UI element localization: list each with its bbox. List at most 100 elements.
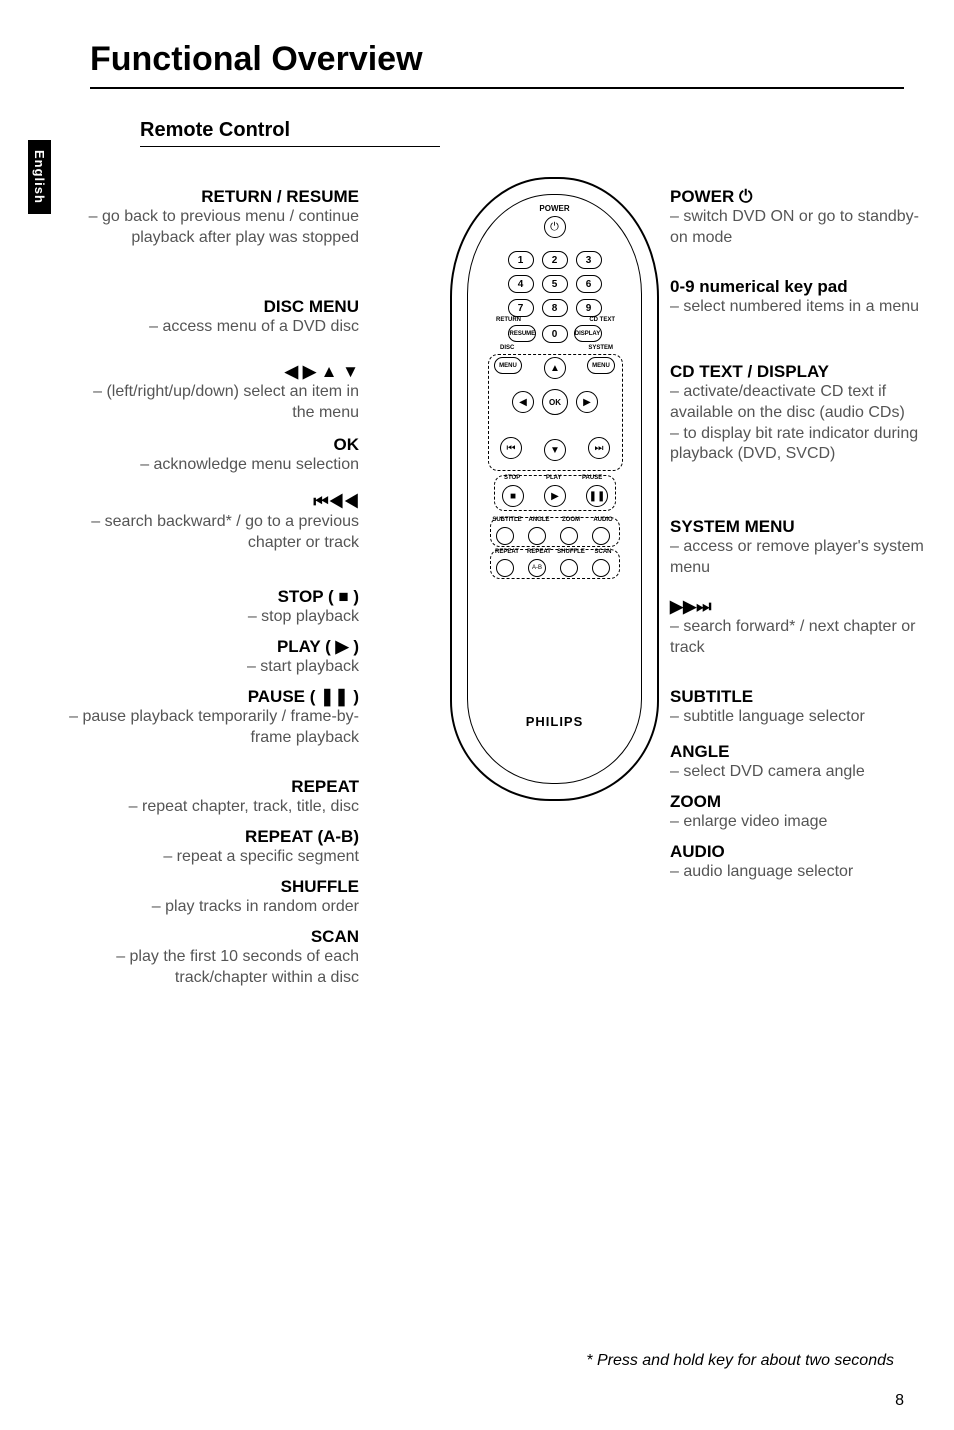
power-desc: – switch DVD ON or go to standby-on mode (670, 207, 930, 249)
num-1: 1 (508, 251, 534, 269)
rowb-labels: REPEAT REPEAT SHUFFLE SCAN (492, 549, 618, 555)
angle-desc: – select DVD camera angle (670, 762, 930, 783)
rowb-btns: A-B (496, 559, 610, 577)
disc-label: DISC (500, 345, 514, 351)
play-head: PLAY ( ▶ ) (69, 637, 359, 657)
shuffle-lbl: SHUFFLE (556, 549, 586, 555)
menu-left-btn: MENU (494, 357, 522, 374)
num-2: 2 (542, 251, 568, 269)
sysmenu-desc: – access or remove player's system menu (670, 537, 930, 579)
prev-desc: – search backward* / go to a previous ch… (69, 512, 359, 554)
return-head: RETURN / RESUME (69, 187, 359, 207)
subtitle-lbl: SUBTITLE (492, 517, 522, 523)
return-label: RETURN (496, 317, 521, 323)
display-button: DISPLAY (574, 325, 602, 342)
ok-head: OK (69, 435, 359, 455)
down-arrow: ▼ (544, 439, 566, 461)
power-button: ⏻ (544, 216, 566, 238)
callout-subtitle: SUBTITLE – subtitle language selector (670, 687, 930, 728)
shuffle-head: SHUFFLE (69, 877, 359, 897)
zoom-lbl: ZOOM (556, 517, 586, 523)
callout-zoom: ZOOM – enlarge video image (670, 792, 930, 833)
angle-head: ANGLE (670, 742, 930, 762)
title-rule (90, 87, 904, 89)
cdtext-label: CD TEXT (589, 317, 615, 323)
scan-desc: – play the first 10 seconds of each trac… (29, 947, 359, 989)
zoom-desc: – enlarge video image (670, 812, 930, 833)
callout-cdtext: CD TEXT / DISPLAY – activate/deactivate … (670, 362, 940, 465)
callout-audio: AUDIO – audio language selector (670, 842, 930, 883)
callout-prev: ⏮◀◀ – search backward* / go to a previou… (69, 492, 359, 554)
callout-numpad: 0-9 numerical key pad – select numbered … (670, 277, 930, 318)
ab-btn: A-B (528, 559, 546, 577)
menu-right-btn: MENU (587, 357, 615, 374)
num-3: 3 (576, 251, 602, 269)
prev-head: ⏮◀◀ (69, 492, 359, 512)
remote-outline: POWER ⏻ 1 2 3 4 5 6 7 8 9 RETURN CD TEXT… (450, 177, 659, 801)
callout-repeat: REPEAT – repeat chapter, track, title, d… (69, 777, 359, 818)
num-4: 4 (508, 275, 534, 293)
callout-next: ▶▶⏭ – search forward* / next chapter or … (670, 597, 940, 659)
num-8: 8 (542, 299, 568, 317)
ok-desc: – acknowledge menu selection (69, 455, 359, 476)
arrows-head: ◀ ▶ ▲ ▼ (69, 362, 359, 382)
repeat-desc: – repeat chapter, track, title, disc (69, 797, 359, 818)
callout-angle: ANGLE – select DVD camera angle (670, 742, 930, 783)
repeat-btn (496, 559, 514, 577)
power-label: POWER (539, 204, 569, 213)
scan-lbl: SCAN (588, 549, 618, 555)
audio-btn (592, 527, 610, 545)
num-0: 0 (542, 325, 568, 343)
play-desc: – start playback (69, 657, 359, 678)
play-button: ▶ (544, 485, 566, 507)
stop-head: STOP ( ■ ) (69, 587, 359, 607)
left-arrow: ◀ (512, 391, 534, 413)
zoom-btn (560, 527, 578, 545)
discmenu-head: DISC MENU (69, 297, 359, 317)
callout-shuffle: SHUFFLE – play tracks in random order (69, 877, 359, 918)
callout-pause: PAUSE ( ❚❚ ) – pause playback temporaril… (69, 687, 359, 749)
rowa-btns (496, 527, 610, 545)
subtitle-desc: – subtitle language selector (670, 707, 930, 728)
numpad-desc: – select numbered items in a menu (670, 297, 930, 318)
footnote: * Press and hold key for about two secon… (586, 1352, 894, 1370)
stop-lbl: STOP (504, 475, 520, 481)
angle-btn (528, 527, 546, 545)
power-head: POWER ⏻ (670, 187, 930, 207)
subtitle-head: SUBTITLE (670, 687, 930, 707)
up-arrow: ▲ (544, 357, 566, 379)
num-row-2: 4 5 6 (508, 275, 602, 293)
scan-head: SCAN (29, 927, 359, 947)
callout-repeatab: REPEAT (A-B) – repeat a specific segment (69, 827, 359, 868)
repeatab-head: REPEAT (A-B) (69, 827, 359, 847)
callout-play: PLAY ( ▶ ) – start playback (69, 637, 359, 678)
callout-arrows: ◀ ▶ ▲ ▼ – (left/right/up/down) select an… (69, 362, 359, 424)
num-7: 7 (508, 299, 534, 317)
row-0: /RESUME 0 DISPLAY (508, 325, 602, 343)
cdtext-desc2: – to display bit rate indicator during p… (670, 424, 940, 466)
arrows-desc: – (left/right/up/down) select an item in… (69, 382, 359, 424)
num-9: 9 (576, 299, 602, 317)
repeatab-desc: – repeat a specific segment (69, 847, 359, 868)
system-label: SYSTEM (588, 345, 613, 351)
repeatab-lbl: REPEAT (524, 549, 554, 555)
repeat-head: REPEAT (69, 777, 359, 797)
angle-lbl: ANGLE (524, 517, 554, 523)
num-row-1: 1 2 3 (508, 251, 602, 269)
num-6: 6 (576, 275, 602, 293)
brand-label: PHILIPS (526, 714, 584, 729)
callout-sysmenu: SYSTEM MENU – access or remove player's … (670, 517, 930, 579)
callout-power: POWER ⏻ – switch DVD ON or go to standby… (670, 187, 930, 249)
page-title: Functional Overview (90, 40, 904, 79)
cdtext-head: CD TEXT / DISPLAY (670, 362, 940, 382)
resume-button: /RESUME (508, 325, 536, 342)
section-title: Remote Control (140, 119, 904, 142)
menu-button-left: MENU (494, 357, 522, 374)
ok-button: OK (542, 389, 568, 415)
repeat-lbl: REPEAT (492, 549, 522, 555)
prev-button: ⏮ (500, 437, 522, 459)
shuffle-desc: – play tracks in random order (69, 897, 359, 918)
pause-lbl: PAUSE (582, 475, 602, 481)
zoom-head: ZOOM (670, 792, 930, 812)
return-desc: – go back to previous menu / continue pl… (69, 207, 359, 249)
